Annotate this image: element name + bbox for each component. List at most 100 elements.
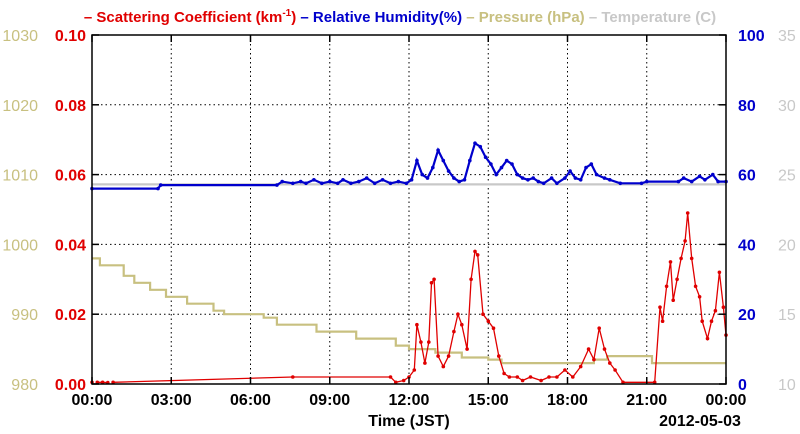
temperature-tick-label: 10 — [778, 377, 796, 394]
point-scattering — [456, 312, 460, 317]
point-scattering — [432, 277, 436, 282]
chart-axes: 00:00 03:00 06:00 09:00 12:00 15:00 18:00 21:00… — [2, 28, 795, 409]
pressure-tick-label: 1000 — [2, 237, 38, 254]
point-humidity — [578, 178, 583, 182]
point-scattering — [460, 322, 464, 327]
point-humidity — [335, 181, 340, 186]
point-scattering — [111, 380, 115, 385]
x-tick-label: 21:00 — [626, 392, 667, 409]
svg-text:– Scattering Coefficient (km-1: – Scattering Coefficient (km-1) – Relati… — [84, 8, 716, 26]
point-scattering — [441, 364, 446, 369]
point-humidity — [589, 162, 594, 166]
point-scattering — [602, 347, 607, 351]
point-humidity — [489, 162, 493, 166]
point-humidity — [431, 165, 435, 170]
point-scattering — [652, 380, 657, 385]
point-humidity — [555, 181, 559, 186]
point-scattering — [578, 364, 583, 369]
point-humidity — [676, 179, 681, 184]
point-humidity — [388, 181, 393, 186]
point-humidity — [452, 176, 456, 180]
point-scattering — [621, 380, 625, 385]
point-humidity — [473, 141, 477, 145]
humidity-tick-label: 40 — [738, 237, 756, 254]
legend-entry-0: – Scattering Coefficient (km — [84, 9, 282, 26]
point-scattering — [497, 354, 501, 358]
temperature-tick-label: 20 — [778, 237, 796, 254]
point-humidity — [415, 158, 419, 163]
pressure-tick-label: 1010 — [2, 168, 38, 185]
point-humidity — [156, 186, 160, 191]
humidity-tick-label: 60 — [738, 168, 756, 185]
point-humidity — [380, 178, 385, 182]
scattering-tick-label: 0.02 — [55, 307, 86, 324]
point-scattering — [709, 319, 714, 324]
point-humidity — [689, 179, 694, 184]
legend-entry-2: – Pressure (hPa) — [462, 9, 585, 26]
point-scattering — [515, 375, 520, 379]
point-scattering — [473, 249, 477, 254]
point-humidity — [328, 179, 332, 184]
x-tick-label: 00:00 — [72, 392, 113, 409]
point-humidity — [441, 158, 446, 163]
point-humidity — [510, 162, 514, 166]
scattering-tick-label: 0.08 — [55, 98, 86, 115]
pressure-tick-label: 1030 — [2, 28, 38, 45]
point-scattering — [388, 375, 393, 379]
point-humidity — [420, 172, 425, 177]
point-scattering — [502, 371, 506, 376]
point-scattering — [608, 361, 612, 365]
point-humidity — [404, 181, 409, 186]
point-humidity — [341, 178, 345, 182]
point-scattering — [412, 368, 417, 372]
date-label: 2012-05-03 — [659, 413, 741, 430]
point-humidity — [357, 179, 361, 184]
point-humidity — [364, 176, 369, 180]
plot-frame — [91, 34, 727, 385]
point-humidity — [568, 169, 572, 173]
point-humidity — [275, 183, 279, 187]
chart-legend: – Scattering Coefficient (km-1) – Relati… — [84, 8, 716, 26]
scattering-tick-label: 0.10 — [55, 28, 86, 45]
point-humidity — [618, 181, 623, 186]
series-pressure — [92, 257, 726, 365]
x-tick-label: 15:00 — [468, 392, 509, 409]
point-humidity — [425, 176, 430, 180]
point-humidity — [349, 181, 353, 186]
point-humidity — [716, 179, 720, 184]
legend-entry-0-tail: ) — [291, 9, 296, 26]
point-humidity — [520, 176, 525, 180]
point-scattering — [675, 277, 679, 282]
point-humidity — [608, 178, 612, 182]
point-scattering — [693, 284, 698, 289]
point-scattering — [586, 347, 591, 351]
point-humidity — [396, 179, 401, 184]
point-humidity — [584, 165, 588, 170]
point-scattering — [592, 357, 596, 362]
x-tick-label: 12:00 — [389, 392, 430, 409]
scattering-tick-label: 0.04 — [55, 237, 86, 254]
point-scattering — [668, 260, 673, 264]
point-humidity — [639, 181, 644, 186]
point-scattering — [705, 336, 710, 341]
humidity-tick-label: 20 — [738, 307, 756, 324]
point-humidity — [298, 179, 303, 184]
point-scattering — [689, 256, 694, 261]
temperature-tick-label: 15 — [778, 307, 796, 324]
legend-entry-3: – Temperature (C) — [585, 9, 716, 26]
point-humidity — [372, 181, 377, 186]
point-scattering — [475, 253, 480, 257]
point-scattering — [613, 368, 617, 372]
point-scattering — [671, 298, 675, 303]
series-line-pressure — [92, 257, 726, 365]
point-scattering — [697, 295, 702, 299]
point-scattering — [597, 326, 601, 331]
temperature-tick-label: 25 — [778, 168, 796, 185]
series-scattering — [90, 211, 728, 385]
point-humidity — [531, 176, 535, 180]
point-scattering — [555, 375, 559, 379]
x-tick-label: 00:00 — [706, 392, 747, 409]
point-scattering — [427, 340, 431, 344]
point-scattering — [446, 354, 451, 358]
point-scattering — [658, 305, 662, 310]
